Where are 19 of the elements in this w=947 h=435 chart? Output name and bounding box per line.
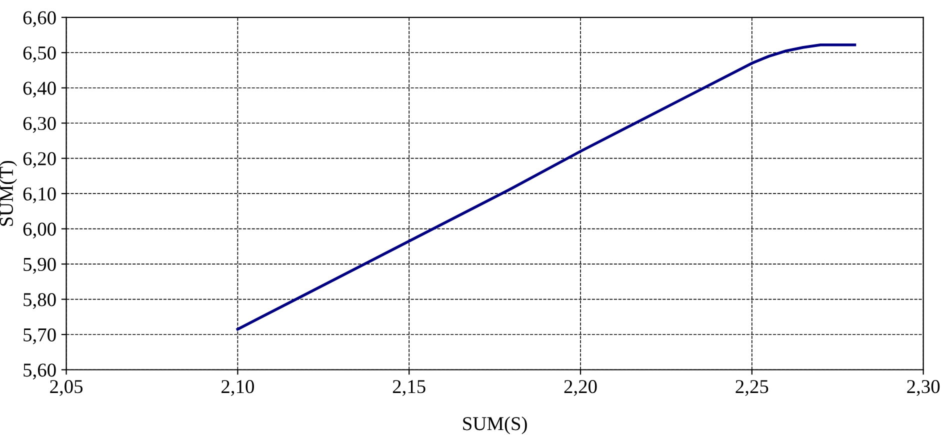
y-tick-label: 5,90 (24, 258, 56, 274)
line-series (236, 43, 856, 331)
y-tick-label: 6,20 (23, 152, 56, 168)
y-tick-label: 6,10 (23, 187, 56, 204)
x-axis-title: SUM(S) (463, 416, 527, 434)
y-tick-label: 5,60 (24, 364, 56, 380)
x-tick-label: 2,05 (50, 380, 83, 396)
x-tick-label: 2,15 (392, 380, 426, 396)
y-tick-label: 6,40 (23, 82, 56, 98)
x-tick-label: 2,10 (222, 380, 254, 396)
y-tick-label: 6,30 (23, 116, 56, 133)
x-tick-label: 2,20 (564, 380, 597, 396)
x-tick-label: 2,30 (907, 380, 940, 396)
x-tick-label: 2,25 (736, 380, 768, 396)
y-tick-label: 6,60 (23, 11, 56, 28)
y-tick-label: 6,50 (23, 46, 56, 62)
y-tick-label: 6,00 (23, 222, 56, 239)
y-tick-label: 5,80 (24, 293, 56, 310)
y-tick-label: 5,70 (24, 328, 56, 344)
